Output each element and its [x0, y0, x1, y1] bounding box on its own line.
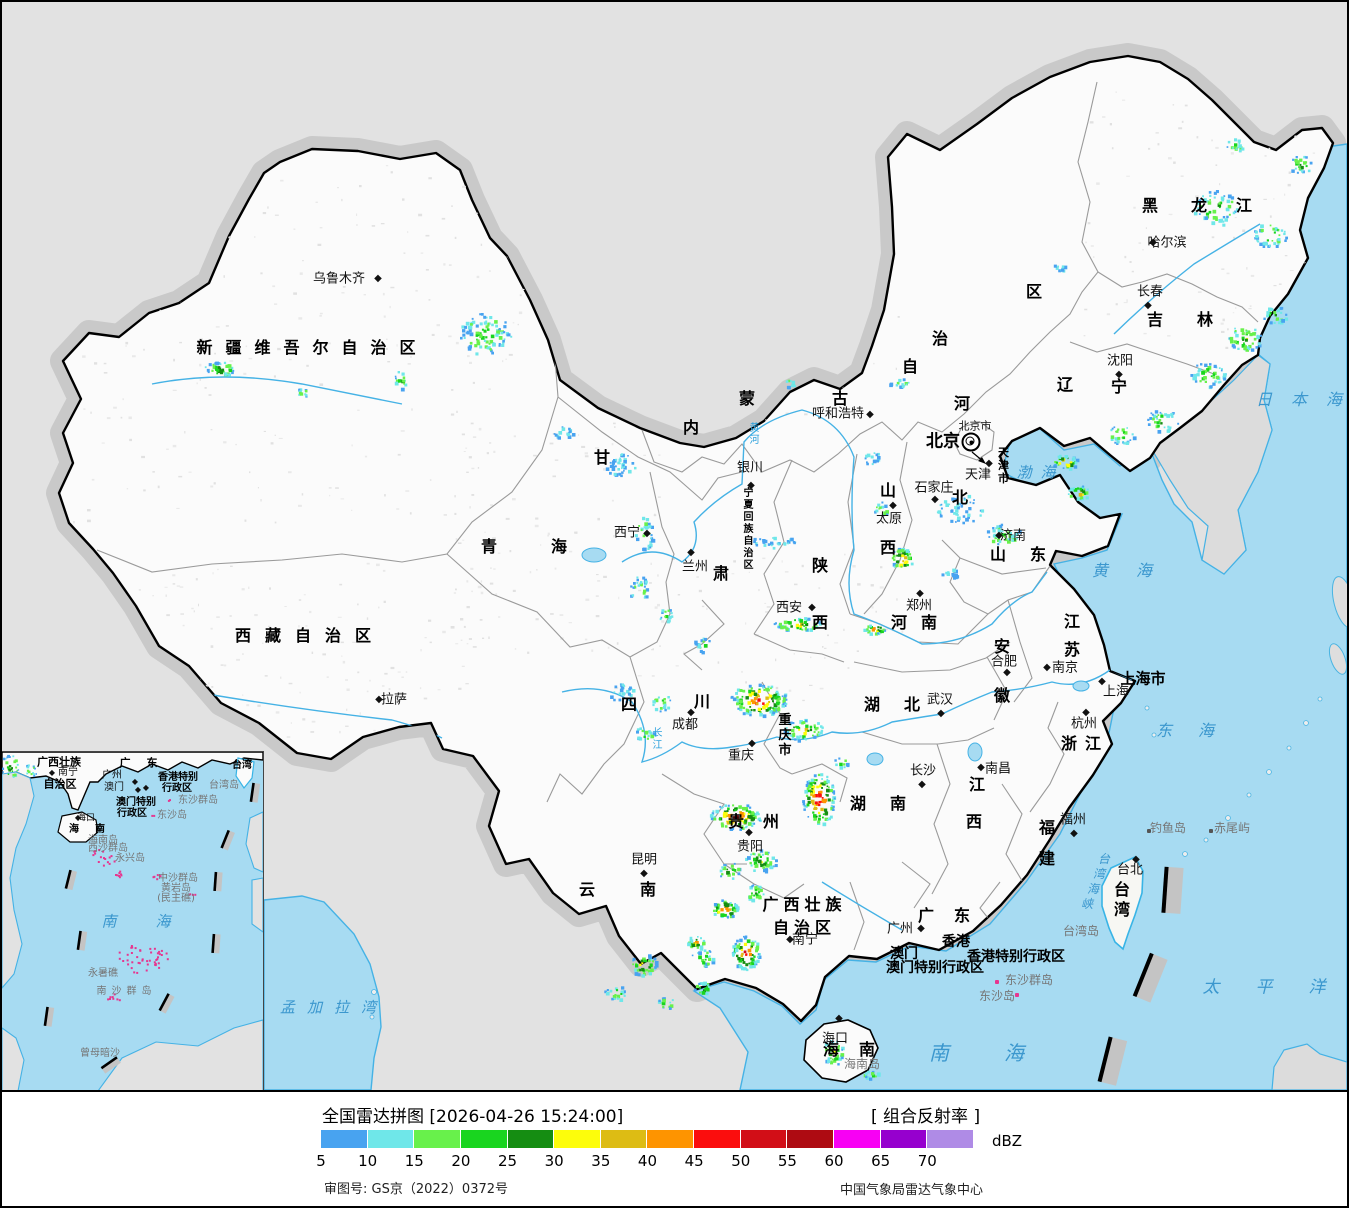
dbz-tick-label: 50	[731, 1152, 751, 1170]
inset-radar-echoes	[2, 754, 37, 778]
colorbar-cell	[321, 1130, 367, 1148]
nine-dash-line	[1097, 866, 1184, 1086]
dbz-tick-label: 70	[917, 1152, 937, 1170]
colorbar-cell	[507, 1130, 554, 1148]
colorbar-cell	[647, 1130, 693, 1148]
colorbar-cell	[833, 1130, 880, 1148]
inset-iprov-label: 台湾	[232, 760, 252, 771]
lakes	[581, 547, 1090, 766]
inset-igray-label: 海南岛	[88, 835, 118, 846]
inset-iprov-label: 广西壮族	[37, 755, 81, 769]
inset-svg	[2, 752, 263, 1090]
inset-city-marker: ◆	[74, 813, 82, 822]
colorbar-cell	[694, 1130, 740, 1148]
dbz-tick-label: 10	[358, 1152, 378, 1170]
colorbar-cell	[740, 1130, 787, 1148]
colorbar-cell	[367, 1130, 414, 1148]
inset-icity-label: 澳门	[104, 782, 124, 793]
dbz-unit-label: dBZ	[992, 1132, 1023, 1150]
inset-island-specks	[92, 799, 197, 1002]
inset-malay	[2, 1027, 25, 1090]
legend-bar: 全国雷达拼图 [2026-04-26 15:24:00] [ 组合反射率 ] 5…	[2, 1092, 1347, 1206]
inset-igray-label: 中沙群岛	[158, 873, 198, 884]
inset-isea-label: 南	[101, 912, 117, 931]
inset-city-marker: ◆	[131, 777, 139, 786]
dbz-tick-label: 65	[871, 1152, 891, 1170]
inset-igray-label: 永暑礁	[88, 968, 118, 979]
inset-city-marker: ◆	[142, 783, 150, 792]
dbz-tick-label: 25	[498, 1152, 518, 1170]
colorbar-cell	[460, 1130, 507, 1148]
inset-labels: 广西壮族 自治区 南宁广东广州 香港特别 行政区 澳门 澳门特别 行政区 台湾 台湾岛 东沙群岛 东沙…	[2, 752, 263, 1090]
inset-iprov-label: 广	[119, 756, 131, 770]
hainan-island	[803, 1019, 879, 1083]
radar-echoes	[204, 138, 1313, 1081]
inset-igray-label: 西沙群岛	[88, 843, 128, 854]
colorbar-cell	[880, 1130, 927, 1148]
inset-iprov-label: 行政区	[162, 783, 192, 794]
dbz-tick-label: 60	[824, 1152, 844, 1170]
dbz-tick-label: 5	[316, 1152, 326, 1170]
dbz-tick-label: 40	[637, 1152, 658, 1170]
dbz-ticks: 5 10 15 20 25 30 35 40 45 50 55 60 65 70	[2, 1152, 1347, 1170]
tianjin-pointer-arrowhead	[978, 457, 986, 464]
inset-iprov-label: 香港特别	[158, 772, 198, 783]
radar-map: 新疆维吾尔自治区 西藏自治区青海甘肃内蒙古自治区黑龙江吉林辽宁河北山西山东河南陕西…	[2, 2, 1347, 1092]
inset-iprov-label: 澳门特别	[116, 797, 156, 808]
product-label: [ 组合反射率 ]	[871, 1107, 981, 1127]
dbz-tick-label: 45	[684, 1152, 704, 1170]
taiwan-island	[1101, 855, 1144, 951]
inset-vietnam	[2, 771, 35, 989]
inset-borneo	[98, 1019, 263, 1090]
inset-hainan	[57, 811, 99, 843]
dbz-tick-label: 15	[404, 1152, 424, 1170]
inset-icity-label: 南宁	[58, 767, 78, 778]
inset-igray-label: 东沙群岛	[178, 795, 218, 806]
inset-isea-label: 海	[155, 912, 171, 931]
colorbar-cell	[787, 1130, 833, 1148]
colorbar-cell	[927, 1130, 973, 1148]
andaman-islet	[369, 1014, 375, 1020]
inset-iprov-label: 东	[146, 756, 158, 770]
ryukyu-islands	[1144, 696, 1323, 857]
colorbar-cell	[554, 1130, 600, 1148]
organization-label: 中国气象局雷达气象中心	[840, 1183, 984, 1198]
inset-igray-label: 台湾岛	[209, 780, 239, 791]
dbz-colorbar	[321, 1130, 974, 1148]
inset-igray-label: 曾母暗沙	[80, 1048, 120, 1059]
dbz-tick-label: 20	[451, 1152, 471, 1170]
inset-city-marker: ◆	[48, 768, 56, 777]
inset-igray-label: 黄岩岛	[161, 883, 191, 894]
luzon-island	[1271, 1043, 1347, 1090]
inset-iprov-label: 行政区	[117, 808, 147, 819]
bay-of-bengal	[263, 895, 382, 1090]
inset-mainland	[2, 752, 263, 811]
inset-igray-label: 永兴岛	[115, 853, 145, 864]
dbz-tick-label: 35	[591, 1152, 611, 1170]
approval-number: 审图号: GS京（2022）0372号	[324, 1182, 509, 1197]
inset-igray-label: 南沙群岛	[96, 986, 157, 997]
inset-iprov-label: 海	[69, 824, 79, 835]
south-china-sea-inset: 广西壮族 自治区 南宁广东广州 香港特别 行政区 澳门 澳门特别 行政区 台湾 台湾岛 东沙群岛 东沙…	[2, 751, 264, 1090]
dbz-tick-label: 55	[777, 1152, 797, 1170]
inset-nine-dash-line	[43, 782, 261, 1074]
colorbar-cell	[600, 1130, 647, 1148]
colorbar-cell	[414, 1130, 460, 1148]
japan-island	[1331, 576, 1347, 628]
inset-icity-label: 广州	[102, 770, 122, 781]
inset-taiwan	[235, 757, 255, 790]
inset-icity-label: 海口	[76, 813, 96, 824]
inset-igray-label: (民主礁)	[157, 893, 195, 904]
inset-iprov-label: 自治区	[43, 777, 77, 791]
inset-philippines	[245, 811, 263, 873]
inset-iprov-label: 南	[95, 824, 105, 835]
dbz-tick-label: 30	[544, 1152, 564, 1170]
inset-city-marker: ◆	[134, 785, 142, 794]
andaman-islet	[371, 989, 377, 995]
japan-island	[1328, 643, 1347, 675]
inset-philippines2	[251, 877, 263, 933]
map-title: 全国雷达拼图 [2026-04-26 15:24:00]	[322, 1107, 624, 1127]
inset-igray-label: 东沙岛	[157, 810, 187, 821]
